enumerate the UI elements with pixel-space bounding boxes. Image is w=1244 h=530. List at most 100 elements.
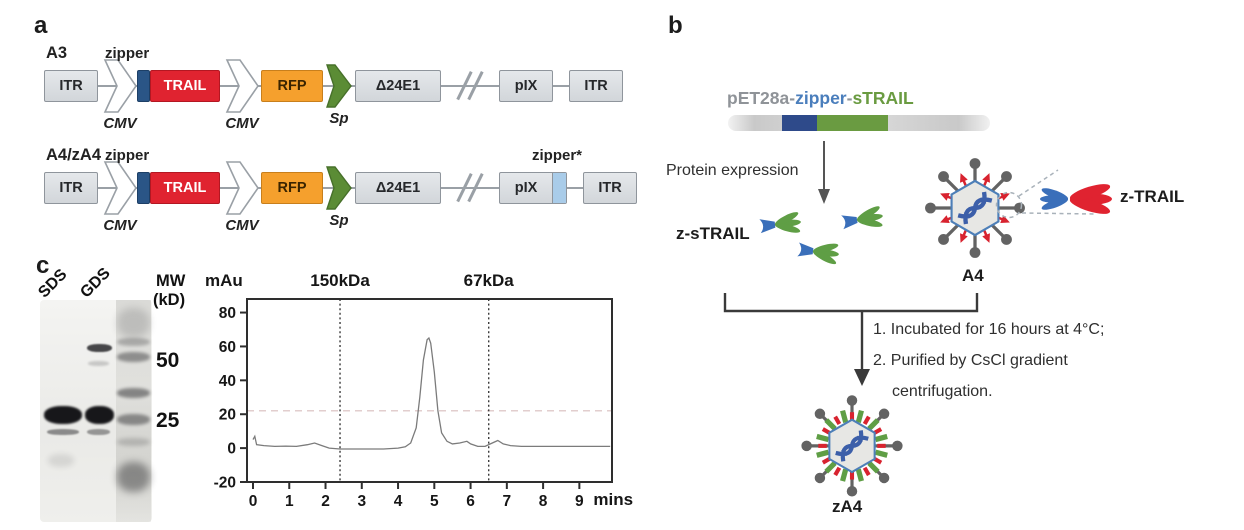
zipper-box — [137, 70, 150, 102]
gel-band — [117, 352, 150, 362]
zipper-star-segment — [552, 173, 566, 203]
cmv-promoter-arrow: CMV — [103, 58, 137, 132]
a4-virus-icon — [923, 156, 1027, 260]
za4-virus-icon — [799, 393, 905, 499]
mw-header-line1: MW — [156, 272, 186, 290]
a4-virus-label: A4 — [962, 266, 984, 285]
gel-lane-label-gds: GDS — [77, 264, 114, 302]
sp-label: Sp — [329, 110, 349, 127]
step-2-text-cont: centrifugation. — [892, 383, 993, 400]
mw-value-50: 50 — [156, 349, 180, 372]
zipper-label: zipper — [105, 45, 150, 62]
mw-header-line2: (kD) — [153, 291, 186, 309]
sp-arrow-icon — [326, 166, 352, 210]
genome-break — [455, 171, 485, 205]
promoter-arrow-icon — [103, 59, 137, 113]
gel-band — [117, 338, 150, 346]
zipper-gene-segment — [782, 115, 817, 131]
plasmid-title-pet28a: pET28a — [727, 88, 790, 108]
x-tick-label: 8 — [539, 493, 548, 510]
itr-box-left: ITR — [44, 70, 98, 102]
cmv-label: CMV — [225, 217, 259, 234]
cmv-promoter-arrow: CMV — [225, 160, 259, 234]
y-tick-label: -20 — [214, 475, 236, 492]
itr-box-right: ITR — [569, 70, 623, 102]
construct-name: A3 — [46, 44, 68, 62]
mw-marker-label: 150kDa — [310, 271, 370, 290]
gel-band — [117, 414, 150, 425]
gel-ladder-lane — [116, 300, 151, 522]
gel-band — [117, 388, 150, 398]
construct-a3: A3 ITR CMV zipper TRAIL CMV RFP Sp Δ24E1 — [30, 44, 655, 154]
plasmid-title-strail: sTRAIL — [852, 88, 914, 108]
genome-line — [54, 187, 606, 189]
promoter-arrow-icon — [225, 59, 259, 113]
sp-arrow-icon — [326, 64, 352, 108]
panel-b-label: b — [668, 12, 683, 39]
cmv-label: CMV — [103, 217, 137, 234]
sp-promoter-arrow: Sp — [326, 64, 352, 127]
gel-band — [117, 308, 150, 338]
gel-band — [117, 438, 150, 446]
z-strail-molecule-icon — [841, 206, 883, 230]
protein-expression-label: Protein expression — [666, 162, 799, 179]
gel-image — [40, 300, 152, 522]
z-trail-molecule-icon — [1040, 184, 1112, 214]
x-tick-label: 5 — [430, 493, 439, 510]
z-trail-label: z-TRAIL — [1120, 187, 1185, 206]
plasmid-title-sep: - — [789, 88, 796, 108]
zipper-box — [137, 172, 150, 204]
zipper-segment: zipper — [105, 147, 150, 204]
gel-band — [87, 429, 110, 435]
mw-marker-label: 67kDa — [464, 271, 515, 290]
x-tick-label: 9 — [575, 493, 584, 510]
plasmid-title: pET28a-zipper-sTRAIL — [727, 88, 914, 109]
plot-frame — [246, 298, 613, 483]
rfp-box: RFP — [261, 172, 323, 204]
zipper-star-label: zipper* — [531, 147, 582, 164]
pix-zipper-box: pIX zipper* — [499, 147, 582, 204]
cmv-promoter-arrow: CMV — [225, 58, 259, 132]
z-strail-molecule-icon — [797, 242, 839, 265]
genome-line — [54, 85, 606, 87]
y-axis-title: mAu — [205, 271, 243, 290]
zoom-callout-dashes — [995, 169, 1096, 219]
zipper-segment: zipper — [105, 45, 150, 102]
gel-band — [117, 462, 150, 492]
x-tick-label: 3 — [357, 493, 366, 510]
y-tick-label: 80 — [219, 305, 236, 322]
construct-a4-za4: A4/zA4 ITR CMV zipper TRAIL CMV RFP Sp Δ… — [30, 146, 655, 256]
y-tick-label: 60 — [219, 339, 236, 356]
sp-promoter-arrow: Sp — [326, 166, 352, 229]
cmv-promoter-arrow: CMV — [103, 160, 137, 234]
plasmid-title-sep: - — [846, 88, 853, 108]
combine-bracket-arrow — [723, 293, 979, 386]
step-2-text: 2. Purified by CsCl gradient — [873, 352, 1068, 369]
delta24e1-box: Δ24E1 — [355, 172, 441, 204]
x-tick-label: 2 — [321, 493, 330, 510]
itr-box-left: ITR — [44, 172, 98, 204]
trail-box: TRAIL — [150, 70, 220, 102]
down-arrow-icon — [818, 141, 830, 204]
rfp-box: RFP — [261, 70, 323, 102]
x-axis-title: mins — [593, 490, 633, 509]
step-1-text: 1. Incubated for 16 hours at 4°C; — [873, 321, 1105, 338]
y-tick-label: 20 — [219, 407, 236, 424]
y-tick-label: 40 — [219, 373, 236, 390]
x-tick-label: 1 — [285, 493, 294, 510]
promoter-arrow-icon — [103, 161, 137, 215]
panel-c-label: c — [36, 252, 50, 279]
pix-box: pIX — [499, 70, 553, 102]
z-strail-label: z-sTRAIL — [676, 224, 750, 243]
zipper-label: zipper — [105, 147, 150, 164]
z-strail-molecule-icon — [759, 212, 801, 234]
panel-a-label: a — [34, 12, 48, 39]
mw-value-25: 25 — [156, 409, 180, 432]
x-tick-label: 4 — [394, 493, 403, 510]
chromatogram-curve — [252, 336, 611, 450]
delta24e1-box: Δ24E1 — [355, 70, 441, 102]
gel-band — [87, 344, 112, 352]
gel-band — [85, 406, 114, 424]
promoter-arrow-icon — [225, 161, 259, 215]
